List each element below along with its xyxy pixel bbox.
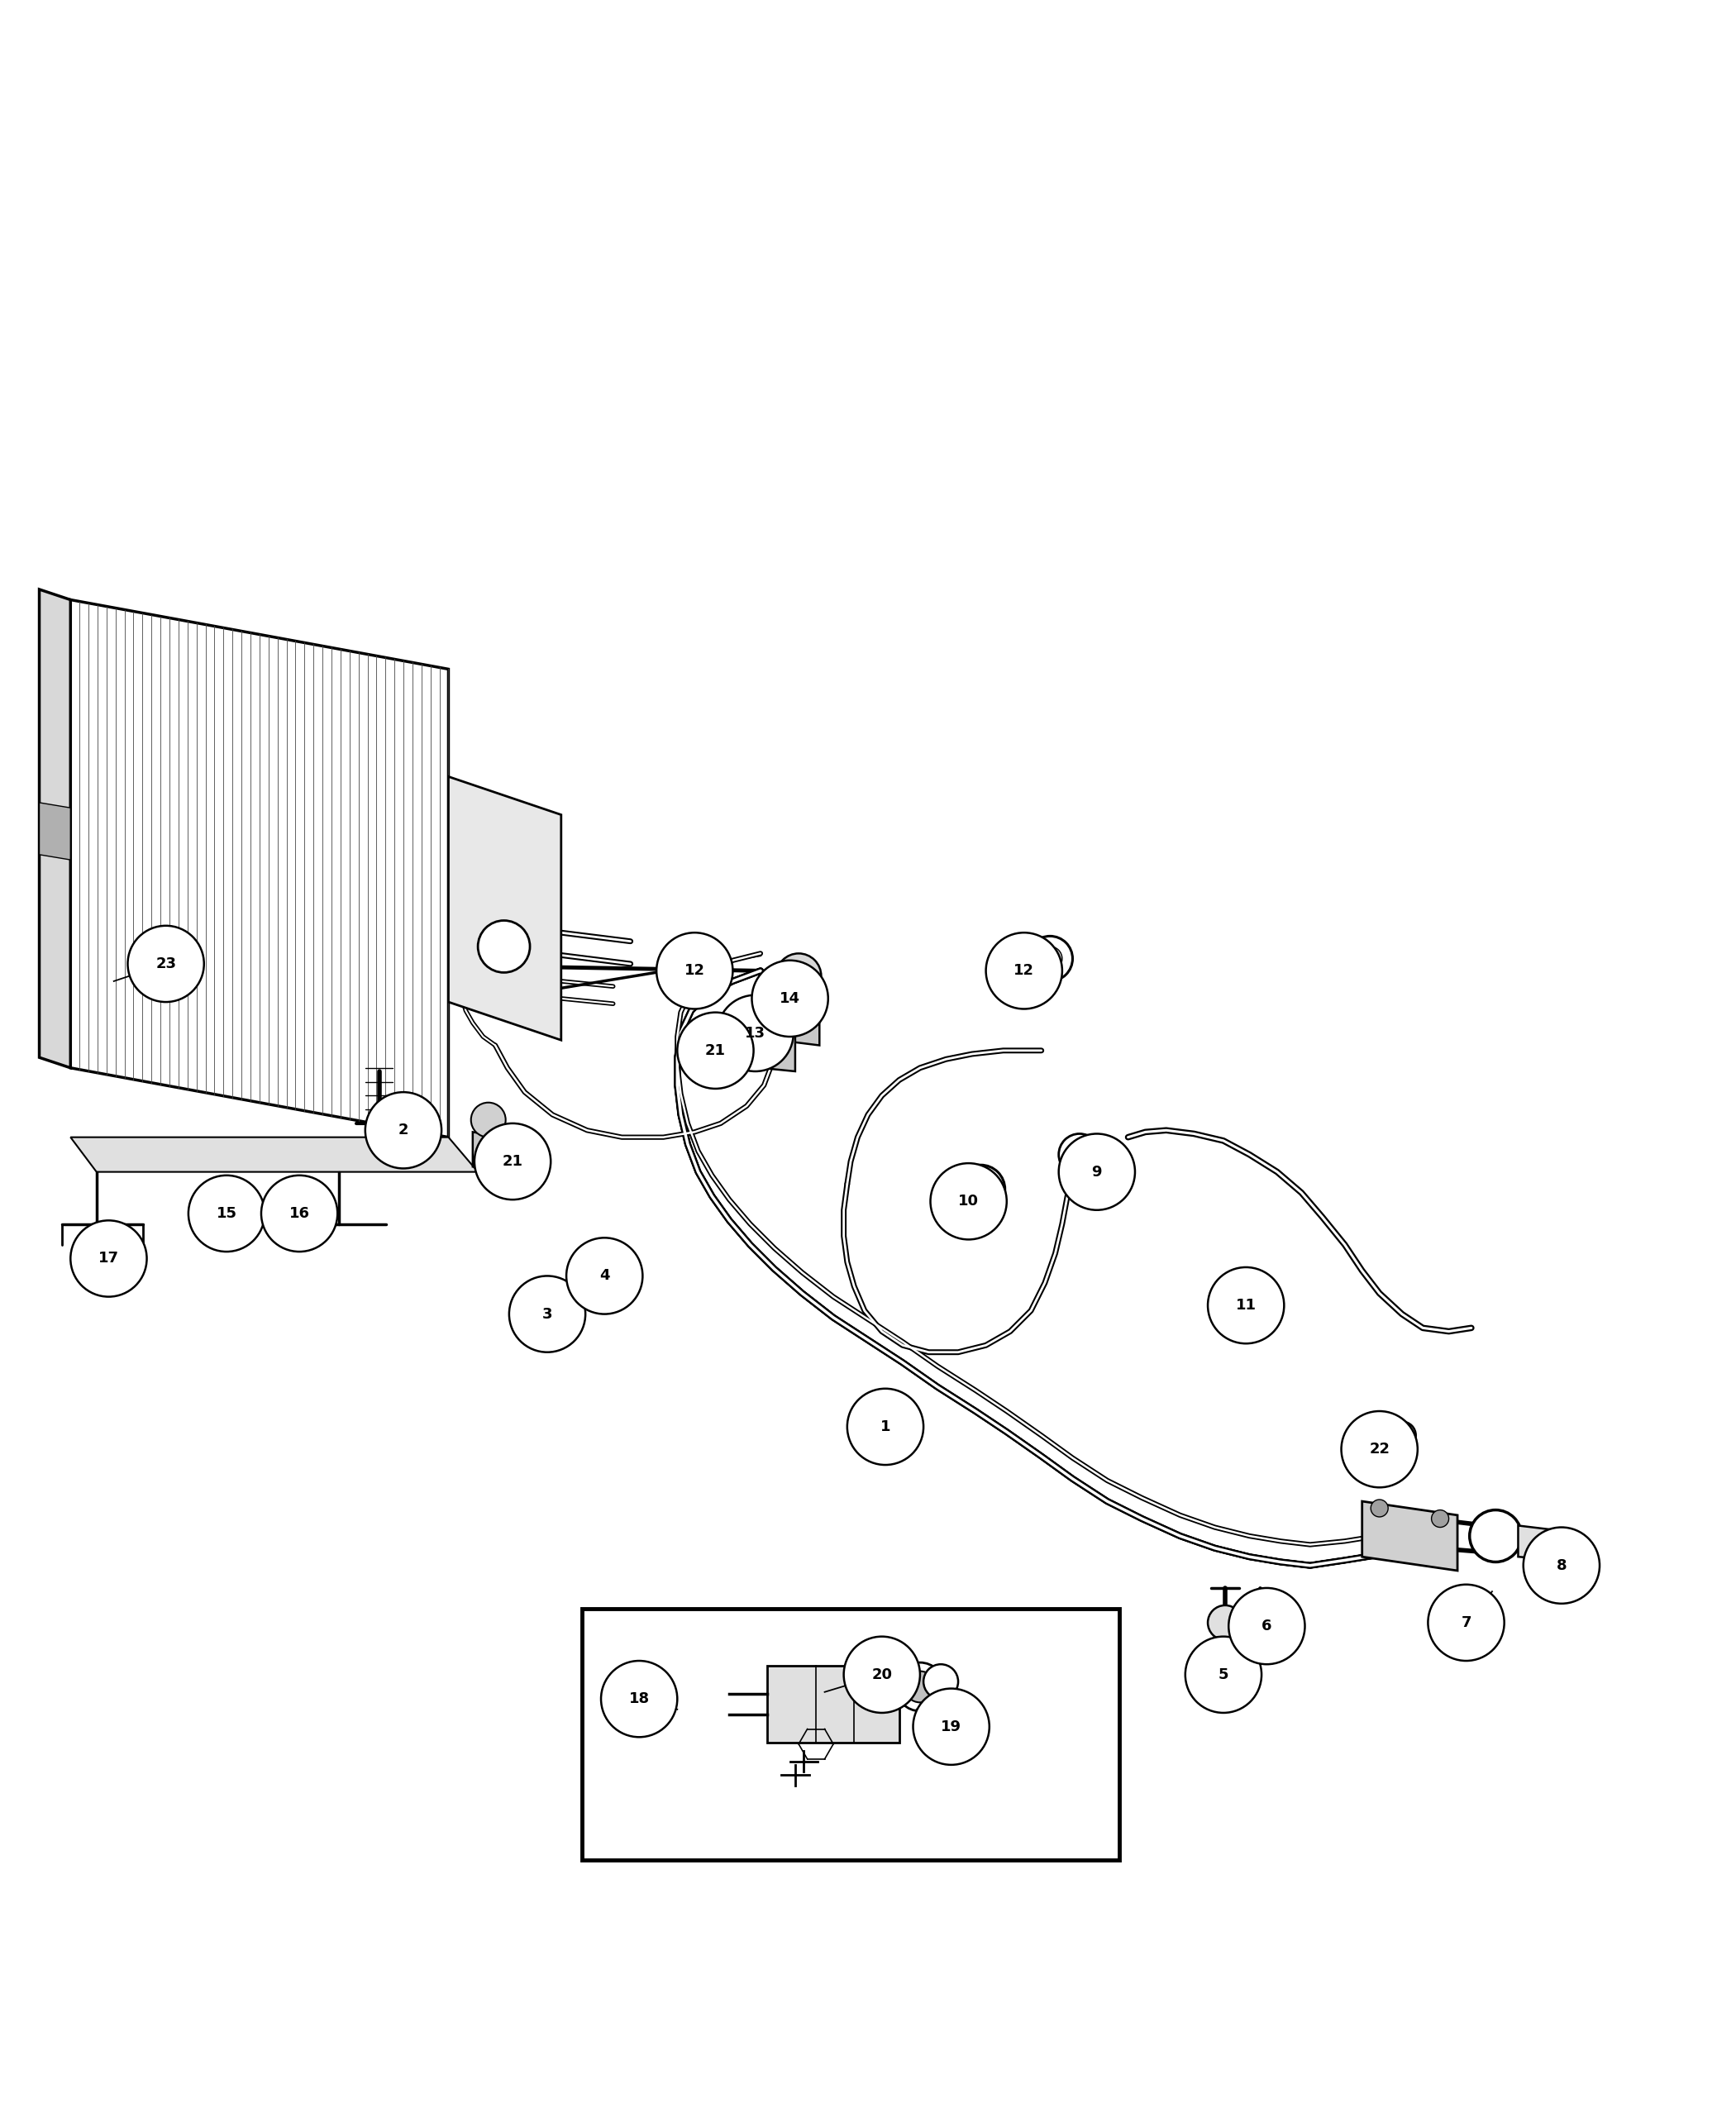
Circle shape [189,1176,264,1252]
Text: 17: 17 [99,1252,120,1267]
Text: 3: 3 [542,1307,552,1322]
Ellipse shape [924,1663,958,1699]
Circle shape [1342,1410,1418,1488]
Circle shape [957,1166,1005,1214]
Circle shape [717,995,793,1071]
Circle shape [260,1176,337,1252]
Text: 13: 13 [745,1027,766,1041]
Circle shape [776,953,821,999]
Circle shape [930,1164,1007,1240]
Circle shape [470,1102,505,1136]
Circle shape [128,925,205,1001]
FancyBboxPatch shape [582,1608,1120,1859]
Text: 12: 12 [684,963,705,978]
Circle shape [71,1221,148,1296]
Text: 21: 21 [705,1043,726,1058]
Polygon shape [760,1033,795,1071]
Text: 21: 21 [502,1153,523,1170]
Polygon shape [71,1136,477,1172]
Circle shape [1229,1587,1305,1663]
Text: 6: 6 [1262,1619,1272,1634]
Text: 22: 22 [1370,1442,1391,1457]
Circle shape [1432,1509,1450,1528]
Circle shape [1524,1528,1599,1604]
Circle shape [656,932,733,1010]
Circle shape [509,1275,585,1351]
Polygon shape [1363,1501,1458,1570]
Polygon shape [448,776,561,1039]
Circle shape [1059,1134,1135,1210]
Circle shape [1246,1596,1274,1623]
Text: 2: 2 [398,1124,408,1138]
Circle shape [913,1689,990,1764]
Text: 7: 7 [1462,1615,1472,1629]
Text: 11: 11 [1236,1299,1257,1313]
Polygon shape [778,993,819,1046]
Circle shape [1038,946,1062,972]
Circle shape [844,1636,920,1714]
Circle shape [601,1661,677,1737]
Circle shape [1028,936,1073,980]
Circle shape [1371,1499,1389,1518]
Text: 20: 20 [871,1667,892,1682]
Text: 1: 1 [880,1419,891,1433]
Text: 14: 14 [779,991,800,1006]
Circle shape [1429,1585,1505,1661]
Text: 10: 10 [958,1193,979,1208]
Text: 15: 15 [217,1206,236,1221]
Circle shape [786,963,811,989]
Ellipse shape [904,1672,936,1703]
Polygon shape [40,590,71,1069]
Text: 16: 16 [288,1206,309,1221]
Circle shape [1208,1606,1243,1640]
Text: 8: 8 [1555,1558,1566,1573]
Circle shape [986,932,1062,1010]
Polygon shape [472,1132,503,1172]
Polygon shape [71,601,448,1136]
Circle shape [477,921,529,972]
Circle shape [474,1124,550,1199]
Circle shape [967,1176,995,1204]
Text: 12: 12 [1014,963,1035,978]
Circle shape [1208,1267,1285,1343]
FancyBboxPatch shape [767,1665,899,1743]
Text: 23: 23 [156,957,175,972]
Circle shape [365,1092,441,1168]
Text: 4: 4 [599,1269,609,1284]
Circle shape [1059,1134,1101,1176]
Text: 19: 19 [941,1720,962,1735]
Circle shape [752,961,828,1037]
Polygon shape [40,803,71,860]
Circle shape [1389,1421,1417,1450]
Ellipse shape [1470,1509,1522,1562]
Text: 18: 18 [628,1691,649,1705]
Polygon shape [1519,1526,1561,1560]
Circle shape [1186,1636,1262,1714]
Ellipse shape [896,1663,944,1712]
Text: 9: 9 [1092,1164,1102,1178]
Circle shape [847,1389,924,1465]
Circle shape [677,1012,753,1088]
Circle shape [566,1237,642,1313]
Text: 5: 5 [1219,1667,1229,1682]
